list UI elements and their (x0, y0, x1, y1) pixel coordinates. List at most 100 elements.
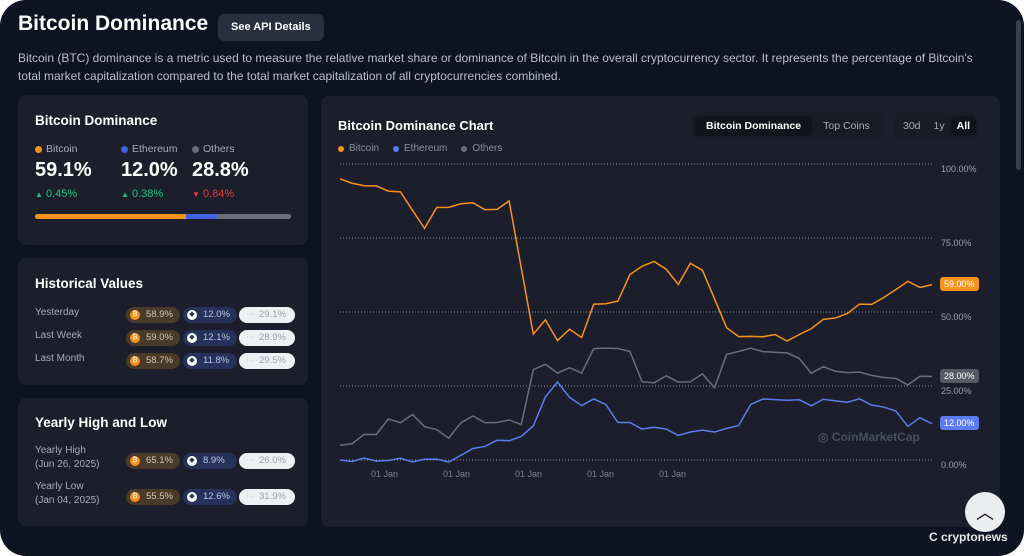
x-tick-label: 01 Jan (659, 469, 687, 479)
dominance-others: Others 28.8% ▼ 0.84% (192, 143, 249, 200)
others-pill: ··· 29.5% (239, 353, 295, 369)
last-value-tag-others: 28.00% (940, 369, 979, 384)
change-value: 0.84% (202, 188, 235, 200)
dominance-value: 28.8% (192, 159, 249, 181)
eth-pill: ◆ 12.6% (183, 489, 237, 505)
y-tick-label: 25.00% (941, 386, 972, 396)
scrollbar[interactable] (1016, 20, 1021, 170)
row-label: Yesterday (35, 307, 80, 318)
page-title: Bitcoin Dominance (18, 12, 209, 35)
scroll-top-button[interactable]: ︿ (965, 492, 1005, 532)
legend-dot (35, 145, 42, 153)
change-value: 0.38% (131, 188, 164, 200)
bitcoin-icon: ₿ (130, 492, 140, 502)
range-30d[interactable]: 30d (903, 120, 921, 132)
dominance-card: Bitcoin Dominance Bitcoin 59.1% ▲ 0.45% E… (18, 95, 308, 245)
range-1y[interactable]: 1y (933, 120, 945, 132)
dominance-change: ▼ 0.84% (192, 188, 249, 200)
btc-pill: ₿ 58.7% (126, 353, 180, 369)
btc-pill: ₿ 59.0% (126, 330, 180, 346)
card-title: Bitcoin Dominance (35, 113, 158, 128)
caret-up-icon: ▲ (121, 190, 129, 199)
btc-pill: ₿ 65.1% (126, 453, 180, 469)
bar-segment-bitcoin (35, 214, 187, 219)
y-tick-label: 100.00% (941, 164, 977, 174)
legend-others[interactable]: Others (461, 143, 502, 154)
card-title: Yearly High and Low (35, 415, 168, 430)
bitcoin-icon: ₿ (130, 456, 140, 466)
bitcoin-icon: ₿ (130, 310, 140, 320)
x-tick-label: 01 Jan (371, 469, 399, 479)
chart-title: Bitcoin Dominance Chart (338, 118, 494, 133)
dots-icon: ··· (246, 493, 254, 500)
coinmarketcap-watermark: ◎ CoinMarketCap (818, 430, 920, 444)
description: Bitcoin (BTC) dominance is a metric used… (18, 51, 973, 83)
bar-segment-others (217, 214, 291, 219)
tab-bitcoin-dominance[interactable]: Bitcoin Dominance (695, 116, 813, 136)
others-pill: ··· 26.0% (239, 453, 295, 469)
asset-name: Others (203, 143, 235, 155)
legend-label: Ethereum (121, 143, 178, 155)
historical-card: Historical Values Yesterday ₿ 58.9% ◆ 12.0%… (18, 258, 308, 385)
dots-icon: ··· (246, 311, 254, 318)
dominance-change: ▲ 0.38% (121, 188, 178, 200)
eth-pill: ◆ 8.9% (183, 453, 237, 469)
see-api-details-button[interactable]: See API Details (218, 14, 324, 41)
chevron-up-icon: ︿ (976, 503, 994, 523)
ethereum-icon: ◆ (187, 456, 197, 466)
eth-pill: ◆ 12.0% (183, 307, 237, 323)
legend-ethereum[interactable]: Ethereum (393, 143, 447, 154)
y-tick-label: 75.00% (941, 238, 972, 248)
chart-legend: Bitcoin Ethereum Others (338, 143, 502, 154)
row-label: Last Week (35, 330, 83, 341)
chart-type-tabs: Bitcoin Dominance Top Coins (692, 113, 884, 139)
asset-name: Ethereum (132, 143, 178, 155)
ethereum-icon: ◆ (187, 333, 197, 343)
others-pill: ··· 31.9% (239, 489, 295, 505)
ethereum-icon: ◆ (187, 356, 197, 366)
change-value: 0.45% (45, 188, 78, 200)
x-tick-label: 01 Jan (587, 469, 615, 479)
y-tick-label: 50.00% (941, 312, 972, 322)
row-label: Yearly Low (Jan 04, 2025) (35, 481, 100, 506)
asset-name: Bitcoin (46, 143, 78, 155)
ethereum-icon: ◆ (187, 492, 197, 502)
series-line-bitcoin (339, 178, 933, 342)
others-pill: ··· 29.1% (239, 307, 295, 323)
eth-pill: ◆ 12.1% (183, 330, 237, 346)
x-tick-label: 01 Jan (443, 469, 471, 479)
cryptonews-logo: C cryptonews (929, 530, 1008, 544)
legend-bitcoin[interactable]: Bitcoin (338, 143, 379, 154)
card-title: Historical Values (35, 276, 144, 291)
y-tick-label: 0.00% (941, 460, 967, 470)
row-label: Yearly High (Jun 26, 2025) (35, 445, 100, 470)
dominance-ethereum: Ethereum 12.0% ▲ 0.38% (121, 143, 178, 200)
last-value-tag-ethereum: 12.00% (940, 416, 979, 431)
legend-dot (121, 145, 128, 153)
dominance-change: ▲ 0.45% (35, 188, 92, 200)
range-tabs: 30d 1y All (894, 113, 979, 139)
yearly-card: Yearly High and Low Yearly High (Jun 26, … (18, 398, 308, 526)
range-all[interactable]: All (950, 116, 977, 136)
ethereum-icon: ◆ (187, 310, 197, 320)
others-pill: ··· 28.9% (239, 330, 295, 346)
dominance-bitcoin: Bitcoin 59.1% ▲ 0.45% (35, 143, 92, 200)
dots-icon: ··· (246, 334, 254, 341)
last-value-tag-bitcoin: 59.00% (940, 277, 979, 292)
dominance-bar (35, 214, 291, 219)
caret-down-icon: ▼ (192, 190, 200, 199)
bitcoin-icon: ₿ (130, 356, 140, 366)
cryptonews-icon: C (929, 530, 941, 544)
dots-icon: ··· (246, 357, 254, 364)
tab-top-coins[interactable]: Top Coins (823, 120, 870, 132)
dominance-value: 12.0% (121, 159, 178, 181)
x-tick-label: 01 Jan (515, 469, 543, 479)
caret-up-icon: ▲ (35, 190, 43, 199)
legend-label: Others (192, 143, 249, 155)
series-line-others (339, 347, 933, 446)
bitcoin-icon: ₿ (130, 333, 140, 343)
dots-icon: ··· (246, 457, 254, 464)
series-line-ethereum (339, 380, 933, 463)
